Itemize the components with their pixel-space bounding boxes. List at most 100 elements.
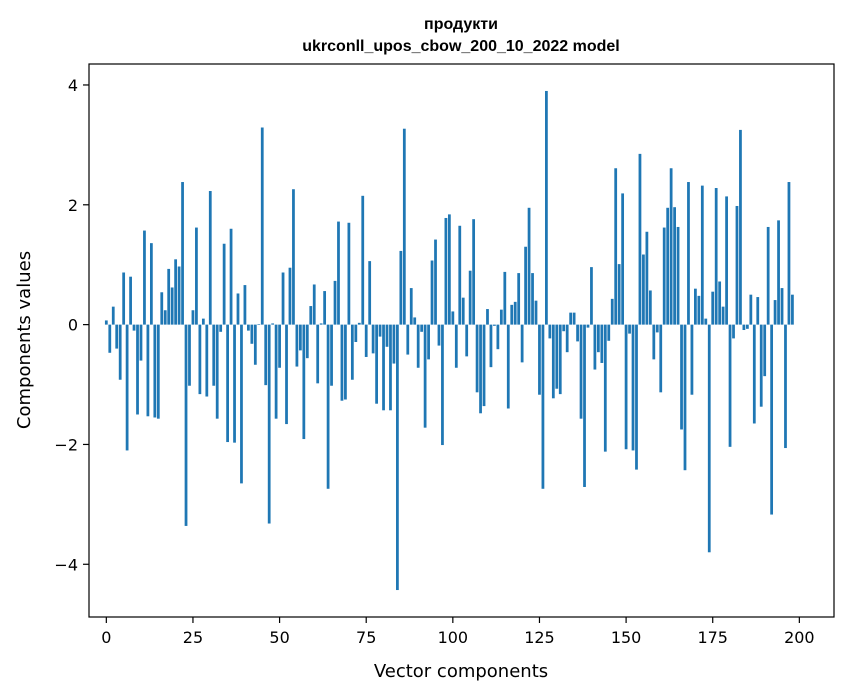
bar-132: [562, 324, 566, 332]
x-tick-label: 200: [784, 628, 815, 647]
bar-80: [382, 324, 385, 411]
bar-82: [389, 324, 392, 411]
bar-77: [371, 324, 375, 354]
bar-66: [333, 280, 337, 325]
bar-172: [700, 185, 704, 325]
bar-50: [278, 324, 281, 368]
bar-115: [503, 271, 507, 325]
bar-134: [569, 312, 573, 325]
x-tick-label: 0: [101, 628, 111, 647]
bar-39: [240, 324, 243, 484]
bar-159: [655, 324, 659, 333]
bar-93: [427, 324, 430, 360]
bar-61: [316, 324, 320, 384]
bar-63: [323, 291, 327, 325]
bar-145: [607, 324, 611, 341]
bar-89: [413, 317, 417, 325]
bar-100: [451, 311, 455, 325]
bar-64: [326, 324, 330, 489]
bar-81: [385, 324, 389, 347]
bar-44: [257, 324, 261, 325]
bar-118: [513, 301, 517, 325]
bar-18: [167, 268, 171, 325]
x-tick-label: 75: [356, 628, 376, 647]
bar-154: [638, 153, 642, 325]
x-tick-label: 150: [611, 628, 642, 647]
bar-69: [344, 324, 347, 400]
bar-13: [149, 243, 153, 325]
bar-33: [219, 324, 223, 332]
bar-52: [285, 324, 288, 425]
y-tick-label: 2: [68, 196, 78, 215]
bar-78: [375, 324, 378, 404]
bar-112: [493, 324, 496, 326]
bar-94: [430, 260, 434, 325]
bar-182: [735, 205, 739, 325]
bar-5: [122, 272, 126, 325]
bar-19: [170, 287, 174, 325]
bar-173: [704, 318, 708, 325]
bar-series: [104, 90, 794, 591]
bar-189: [759, 324, 763, 407]
bar-143: [600, 324, 604, 363]
bar-144: [603, 324, 607, 452]
bar-42: [250, 324, 254, 344]
bar-2: [111, 306, 115, 325]
bar-74: [361, 195, 365, 325]
bar-122: [527, 207, 531, 325]
bar-130: [555, 324, 559, 389]
bar-8: [132, 324, 136, 331]
bar-103: [461, 297, 465, 325]
bar-108: [479, 324, 482, 414]
bar-15: [156, 324, 160, 419]
bar-185: [745, 324, 749, 329]
bar-71: [350, 324, 354, 380]
bar-83: [392, 324, 396, 364]
bar-198: [791, 294, 794, 325]
bar-25: [191, 310, 195, 325]
bar-30: [208, 191, 212, 325]
bar-47: [267, 324, 271, 524]
y-tick-label: 4: [68, 76, 78, 95]
bar-102: [458, 225, 462, 325]
bar-12: [146, 324, 150, 417]
bar-73: [357, 322, 361, 325]
bar-124: [534, 300, 538, 325]
bar-98: [444, 217, 448, 325]
bar-49: [274, 324, 278, 419]
bar-111: [489, 324, 493, 368]
bar-51: [281, 272, 285, 325]
bar-59: [309, 306, 313, 325]
chart-subtitle: ukrconll_upos_cbow_200_10_2022 model: [302, 38, 619, 55]
bar-114: [499, 309, 503, 325]
bar-183: [739, 129, 742, 325]
bar-99: [447, 214, 451, 325]
bar-3: [115, 324, 119, 349]
x-tick-label: 125: [524, 628, 555, 647]
bar-85: [399, 250, 403, 325]
bar-176: [714, 188, 718, 325]
bar-110: [486, 309, 489, 325]
y-axis-ticks: −4 −2 0 2 4: [54, 76, 89, 574]
bar-53: [288, 267, 292, 325]
bar-147: [614, 168, 618, 325]
bar-142: [596, 324, 600, 353]
bar-153: [635, 324, 638, 470]
bar-79: [378, 324, 382, 337]
bar-29: [205, 324, 209, 397]
plot-area-frame: [88, 63, 835, 618]
bar-196: [784, 324, 787, 449]
bar-174: [707, 324, 711, 553]
y-tick-label: 0: [68, 316, 78, 335]
bar-43: [253, 324, 257, 365]
bar-58: [305, 324, 309, 359]
bar-86: [402, 128, 406, 325]
bar-194: [777, 220, 780, 325]
bar-11: [143, 230, 146, 325]
bar-28: [201, 318, 205, 325]
bar-136: [576, 324, 579, 342]
bar-46: [264, 324, 268, 386]
bar-127: [545, 90, 548, 325]
bar-60: [312, 284, 316, 325]
bar-126: [541, 324, 545, 489]
